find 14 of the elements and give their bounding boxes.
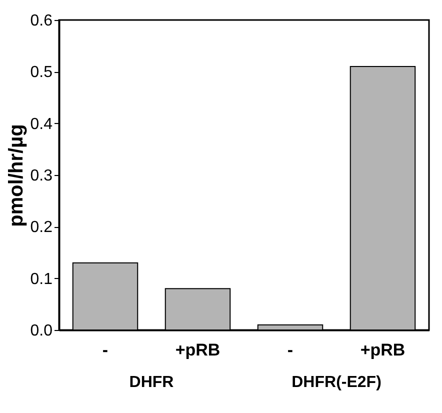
text: DHFR: [129, 374, 174, 391]
y-tick-label: 0.6: [30, 12, 53, 30]
y-tick-label: 0.2: [30, 219, 53, 236]
y-tick-label: 0.0: [30, 322, 53, 340]
y-axis-title: pmol/hr/µg: [5, 124, 28, 227]
x-tick-label: +pRB: [175, 340, 220, 360]
y-tick-label: 0.1: [30, 270, 53, 288]
y-tick-label: 0.4: [30, 116, 53, 133]
text: DHFR(-E2F): [292, 374, 382, 391]
y-tick-label: 0.3: [30, 168, 53, 184]
x-tick-label: -: [102, 340, 108, 360]
y-tick-label: 0.5: [30, 64, 53, 82]
x-tick-label: -: [287, 340, 294, 360]
x-tick-label: +pRB: [360, 340, 406, 360]
